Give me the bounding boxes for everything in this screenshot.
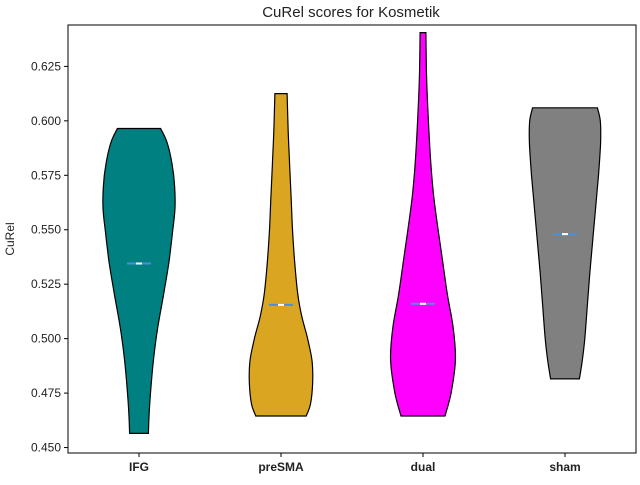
chart-title: CuRel scores for Kosmetik — [262, 4, 440, 21]
y-tick-label: 0.525 — [31, 277, 61, 291]
x-tick-label-sham: sham — [549, 460, 580, 474]
x-axis-ticks: IFG preSMA dual sham — [129, 453, 581, 474]
violin-dual — [389, 32, 457, 417]
y-tick-label: 0.500 — [31, 332, 61, 346]
violins-group — [102, 32, 602, 434]
violin-ifg — [102, 127, 176, 434]
y-tick-label: 0.575 — [31, 168, 61, 182]
y-tick-label: 0.550 — [31, 223, 61, 237]
y-tick-label: 0.450 — [31, 441, 61, 455]
violin-sham — [528, 107, 602, 380]
plot-area-frame — [67, 24, 637, 454]
y-tick-label: 0.625 — [31, 59, 61, 73]
x-tick-label-ifg: IFG — [129, 460, 149, 474]
y-tick-label: 0.600 — [31, 114, 61, 128]
violin-presma — [248, 93, 314, 417]
y-axis-ticks: 0.450 0.475 0.500 0.525 0.550 0.575 0.600 0.625 — [31, 59, 68, 455]
y-tick-label: 0.475 — [31, 386, 61, 400]
x-tick-label-dual: dual — [411, 460, 436, 474]
y-axis-label: CuRel — [3, 222, 17, 255]
x-tick-label-presma: preSMA — [258, 460, 304, 474]
